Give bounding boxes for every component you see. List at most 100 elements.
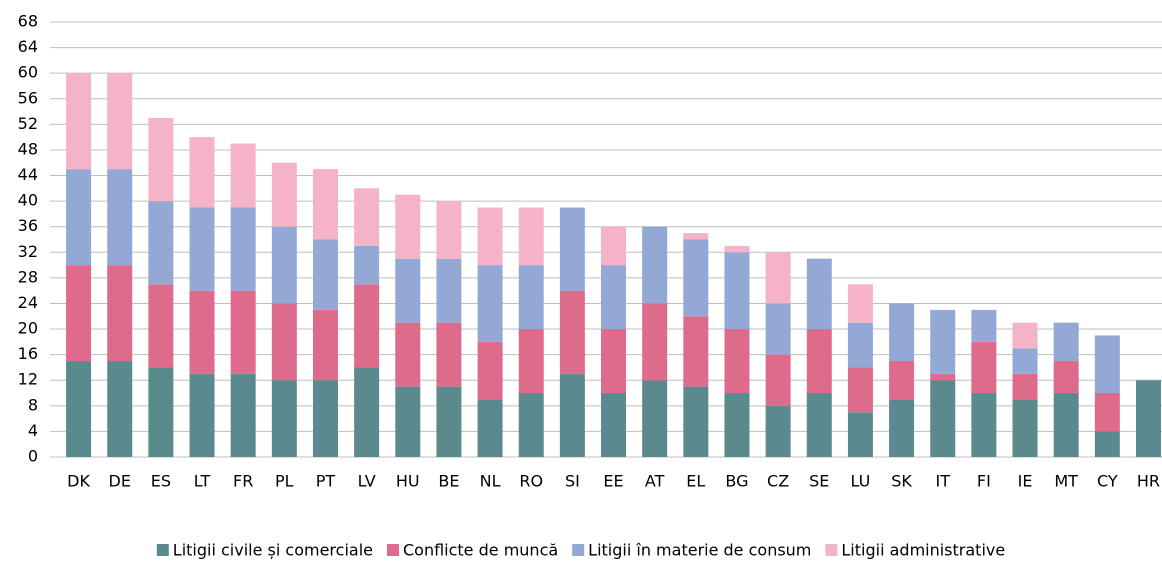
bar-segment [436,201,462,259]
x-tick-label: DE [109,472,131,491]
bar-segment [230,143,256,208]
bar-segment [477,265,503,342]
bar-segment [189,373,215,457]
legend: Litigii civile și comerciale Conflicte de… [156,541,1005,560]
bar-segment [518,265,544,330]
legend-swatch [572,544,585,556]
bar-segment [724,393,750,457]
bar-segment [436,386,462,457]
bar-segment [930,309,956,374]
bar-segment [601,329,627,394]
bar-segment [683,316,709,387]
bar-segment [765,252,791,304]
bar-segment [395,258,421,323]
bar-segment [889,361,915,400]
bar-segment [930,373,956,381]
bar-segment [395,194,421,259]
bar-segment [477,341,503,400]
bar-segment [436,322,462,387]
x-tick-label: PL [275,472,294,491]
bar-segment [1094,393,1120,432]
legend-label: Conflicte de muncă [403,541,558,560]
bar-segment [971,393,997,457]
bar-segment [148,367,174,457]
bar-segment [312,380,338,457]
y-tick-label: 40 [18,191,38,210]
x-tick-label: EE [603,472,623,491]
bar-segment [1012,348,1038,374]
bar-segment [601,226,627,266]
bar-segment [559,290,585,374]
bar-segment [847,284,873,323]
bar-segment [724,245,750,253]
bar-segment [683,386,709,457]
bar-segment [107,361,133,457]
bar-segment [66,361,92,457]
x-tick-label: MT [1054,472,1078,491]
x-tick-label: IE [1018,472,1033,491]
bar-segment [354,188,380,246]
bar-segment [230,207,256,291]
bar-segment [1012,399,1038,457]
bar-segment [230,373,256,457]
bar-segment [107,169,133,266]
bar-segment [642,303,668,381]
bar-segment [601,393,627,457]
legend-swatch [386,544,399,556]
x-tick-label: LV [358,472,376,491]
bar-segment [847,412,873,457]
y-tick-label: 52 [18,114,38,133]
bar-segment [1012,373,1038,400]
legend-swatch [825,544,838,556]
bar-segment [806,258,832,330]
bar-segment [107,265,133,362]
y-tick-label: 64 [18,37,38,56]
bar-segment [230,290,256,374]
bar-segment [1053,393,1079,457]
bar-segment [477,399,503,457]
legend-label: Litigii în materie de consum [588,541,811,560]
bar-segment [724,252,750,330]
bar-segment [1094,335,1120,394]
bar-segment [66,73,92,170]
bar-segment [518,207,544,266]
bar-segment [601,265,627,330]
bar-segment [312,169,338,240]
bar-segment [518,329,544,394]
bar-segment [806,393,832,457]
x-tick-label: ES [151,472,171,491]
x-tick-label: AT [645,472,665,491]
x-tick-label: PT [316,472,336,491]
bar-segment [395,322,421,387]
y-tick-label: 36 [18,216,38,235]
x-tick-label: DK [67,472,90,491]
bar-segment [66,169,92,266]
bar-segment [395,386,421,457]
bar-segment [1053,322,1079,362]
y-tick-label: 32 [18,242,38,261]
y-tick-label: 8 [28,395,38,414]
bar-segment [724,329,750,394]
bar-segment [189,290,215,374]
y-tick-label: 20 [18,319,38,338]
bar-segment [847,322,873,368]
bar-segment [66,265,92,362]
bar-segment [683,239,709,317]
bar-segment [312,309,338,381]
bar-segment [189,207,215,291]
x-tick-label: FR [233,472,253,491]
x-tick-label: BG [725,472,748,491]
bar-segment [683,233,709,240]
bar-segment [354,367,380,457]
bar-segment [271,303,297,381]
bar-segment [642,226,668,304]
x-tick-label: SK [891,472,912,491]
bar-segment [971,309,997,342]
bar-segment [271,162,297,227]
bar-segment [559,207,585,291]
y-tick-label: 16 [18,344,38,363]
bar-segment [559,373,585,457]
y-tick-label: 60 [18,63,38,82]
bar-segment [518,393,544,457]
